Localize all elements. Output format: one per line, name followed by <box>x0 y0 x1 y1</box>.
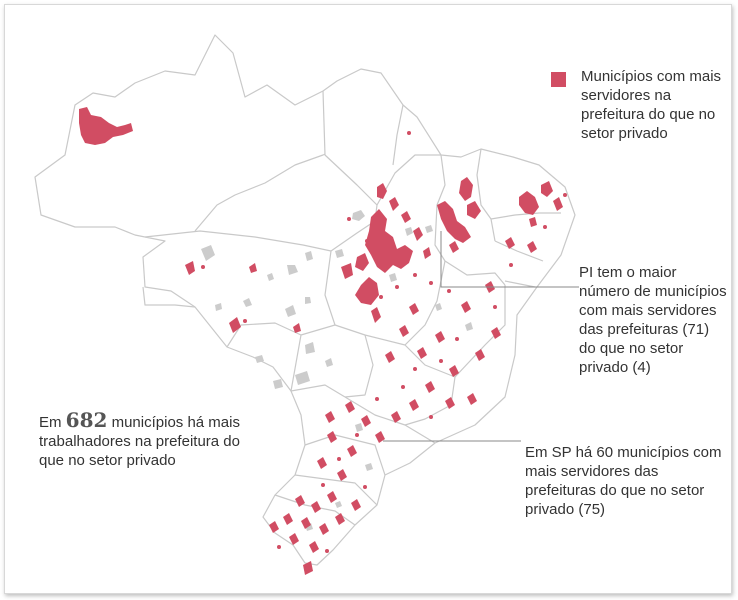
amazonas-municipality <box>79 107 133 145</box>
brazil-map <box>34 34 579 575</box>
total-number: 682 <box>65 408 108 432</box>
total-annotation: Em 682 municípios há mais trabalhadores … <box>39 408 249 470</box>
highlighted-municipalities <box>79 107 563 575</box>
legend-label: Municípios com mais servidores na prefei… <box>581 68 722 142</box>
leader-lines <box>383 231 579 442</box>
pi-leader-line <box>440 231 579 288</box>
sp-annotation: Em SP há 60 municípios com mais servidor… <box>525 444 722 518</box>
pi-annotation: PI tem o maior número de municípios com … <box>579 264 727 376</box>
total-prefix: Em <box>39 414 66 431</box>
total-suffix: municípios há mais trabalhadores na pref… <box>39 414 240 469</box>
small-red-specks <box>201 131 567 553</box>
legend-swatch <box>551 72 566 87</box>
map-frame: Municípios com mais servidores na prefei… <box>4 4 732 594</box>
